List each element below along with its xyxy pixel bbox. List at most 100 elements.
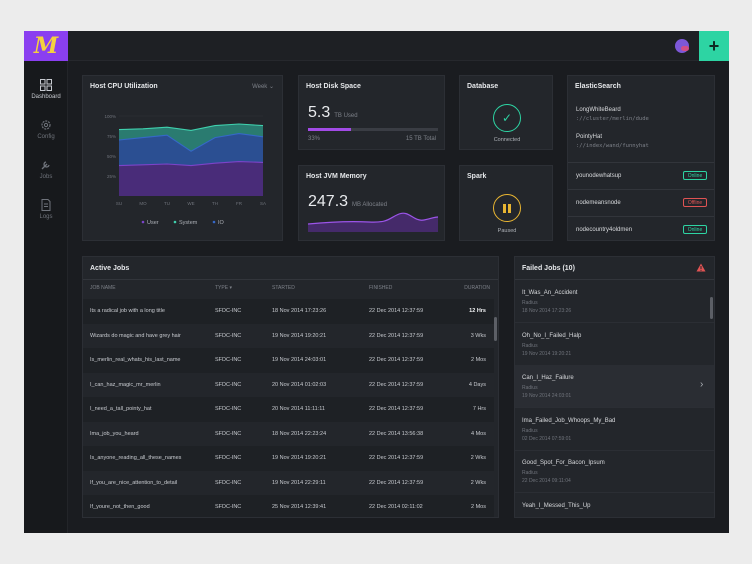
series-line-user [118,161,264,167]
node-name: nodecountry4oldmen [576,227,633,233]
spark-card: Spark Paused [459,165,553,241]
table-cell: 22 Dec 2014 12:37:59 [369,406,424,412]
table-row[interactable]: If_you_are_nice_attention_to_detail SFDC-… [83,471,494,496]
gear-icon [41,120,51,130]
card-title: Failed Jobs (10) [522,265,575,272]
column-header[interactable]: STARTED [272,285,295,291]
jvm-value: 247.3 [308,193,349,210]
chevron-right-icon[interactable]: › [700,379,704,390]
table-cell: I_can_haz_magic_mr_merlin [90,381,161,388]
table-cell: 18 Nov 2014 17:23:26 [272,308,327,314]
x-tick-label: WE [187,201,194,206]
app-window: M + Dashboard Config Jobs Logs ? Host CP… [24,31,729,533]
failed-jobs-card: Failed Jobs (10) It_Was_An_Accident Radiu… [514,256,715,518]
sidebar-item-logs[interactable]: Logs [24,199,68,220]
table-cell: 22 Dec 2014 12:37:59 [369,308,424,314]
disk-progress-fill [308,128,351,131]
failed-job-date: 18 Nov 2014 17:23:26 [522,308,572,314]
failed-job-name: It_Was_An_Accident [522,290,578,296]
card-title: Host JVM Memory [306,173,367,180]
scrollbar[interactable] [710,297,713,319]
disk-card: Host Disk Space 5.3 TB Used 33% 15 TB To… [298,75,445,150]
column-header[interactable]: TYPE ▾ [215,285,232,291]
table-row[interactable]: If_youre_not_then_good SFDC-INC 25 Nov 201… [83,495,494,517]
failed-job-owner: Radius [522,385,538,391]
y-tick-label: 25% [107,174,116,179]
failed-job-date: 19 Nov 2014 19:20:21 [522,350,572,357]
table-cell: Is_merlin_real_whats_his_last_name [90,357,181,363]
table-row[interactable]: Is_merlin_real_whats_his_last_name SFDC-I… [83,348,494,373]
table-cell: I_need_a_tall_pointy_hat [90,406,152,412]
logo[interactable]: M [24,31,68,61]
table-cell: 12 Hrs [469,308,486,314]
table-row[interactable]: Wizards do magic and have grey hair SFDC-… [83,324,494,349]
jvm-unit: MB Allocated [352,202,388,208]
table-cell: 7 Hrs [472,406,486,412]
scrollbar[interactable] [494,317,497,341]
failed-job-date: 02 Dec 2014 07:59:01 [522,435,572,442]
cpu-chart: 100% 75% 50% 25% SU MO TU WE TH FR SA User System IO [104,114,266,226]
table-cell: If_youre_not_then_good [90,504,150,510]
list-item[interactable]: Yeah_I_Messed_This_Up [515,493,714,518]
sidebar-item-dashboard[interactable]: Dashboard [24,79,68,100]
table-cell: 19 Nov 2014 24:03:01 [272,357,327,363]
table-cell: 3 Wks [470,332,486,339]
table-cell: SFDC-INC [215,332,242,339]
sort-icon: ▾ [229,285,232,291]
table-cell: Is_anyone_reading_all_these_names [90,455,182,461]
table-cell: Its a radical job with a long title [90,308,165,314]
status-badge: Online [683,225,707,234]
table-cell: 4 Days [468,381,486,388]
column-header[interactable]: FINISHED [369,285,393,291]
user-avatar[interactable] [675,39,689,53]
table-row[interactable]: I_need_a_tall_pointy_hat SFDC-INC 20 Nov 2… [83,397,494,422]
jobs-table-body: Its a radical job with a long title SFDC-… [83,299,498,517]
table-cell: 22 Dec 2014 13:56:38 [369,430,424,437]
table-cell: 18 Nov 2014 22:23:24 [272,430,327,437]
jvm-card: Host JVM Memory 247.3 MB Allocated [298,165,445,241]
warning-icon [696,263,706,272]
pause-icon[interactable] [493,194,521,222]
wrench-icon [41,161,50,170]
table-cell: 20 Nov 2014 11:11:11 [272,406,325,412]
table-row[interactable]: Ima_job_you_heard SFDC-INC 18 Nov 2014 22:… [83,422,494,447]
table-row[interactable]: Is_anyone_reading_all_these_names SFDC-IN… [83,446,494,471]
cpu-card: Host CPU Utilization Week ⌄ 100% 75% 50% 25… [82,75,283,241]
database-status: Connected [493,137,521,143]
disk-percent: 33% [308,136,321,142]
range-select[interactable]: Week ⌄ [252,83,274,90]
failed-job-date: 19 Nov 2014 24:03:01 [522,393,572,399]
table-cell: SFDC-INC [215,455,242,461]
legend-dot [212,220,216,224]
column-header[interactable]: DURATION [464,285,490,291]
card-title: Spark [467,173,487,180]
cluster-path: ://cluster/merlin/dude [576,116,649,122]
table-cell: SFDC-INC [215,357,242,363]
legend-label: User [147,220,159,226]
table-cell: SFDC-INC [215,430,242,437]
node-name: younodewhatsup [576,173,622,179]
list-item[interactable]: Oh_No_I_Failed_Halp Radius 19 Nov 2014 19:… [515,323,714,366]
legend-dot [173,220,177,224]
list-item[interactable]: Ima_Failed_Job_Whoops_My_Bad Radius 02 Dec… [515,408,714,451]
table-row[interactable]: Its a radical job with a long title SFDC-… [83,299,494,324]
table-cell: 20 Nov 2014 01:02:03 [272,381,327,388]
table-row[interactable]: I_can_haz_magic_mr_merlin SFDC-INC 20 Nov … [83,373,494,398]
disk-total: 15 TB Total [405,136,436,142]
list-item[interactable]: It_Was_An_Accident Radius 18 Nov 2014 17:2… [515,280,714,323]
column-header[interactable]: JOB NAME [90,285,116,291]
add-button[interactable]: + [699,31,729,61]
list-item[interactable]: Can_I_Haz_Failure Radius 19 Nov 2014 24:03… [515,365,714,408]
sidebar-label: Jobs [39,174,53,180]
card-title: Active Jobs [90,265,130,272]
cluster-name: PointyHat [576,134,603,140]
sidebar-item-config[interactable]: Config [24,119,68,140]
failed-job-name: Oh_No_I_Failed_Halp [522,332,582,339]
list-item[interactable]: Good_Spot_For_Bacon_Ipsum Radius 22 Dec 20… [515,450,714,493]
spark-status: Paused [497,228,517,234]
sidebar: Dashboard Config Jobs Logs ? [24,61,68,533]
sidebar-item-jobs[interactable]: Jobs [24,159,68,180]
table-cell: 2 Wks [470,479,486,486]
sidebar-label: Dashboard [31,94,61,100]
jvm-sparkline [307,212,439,232]
